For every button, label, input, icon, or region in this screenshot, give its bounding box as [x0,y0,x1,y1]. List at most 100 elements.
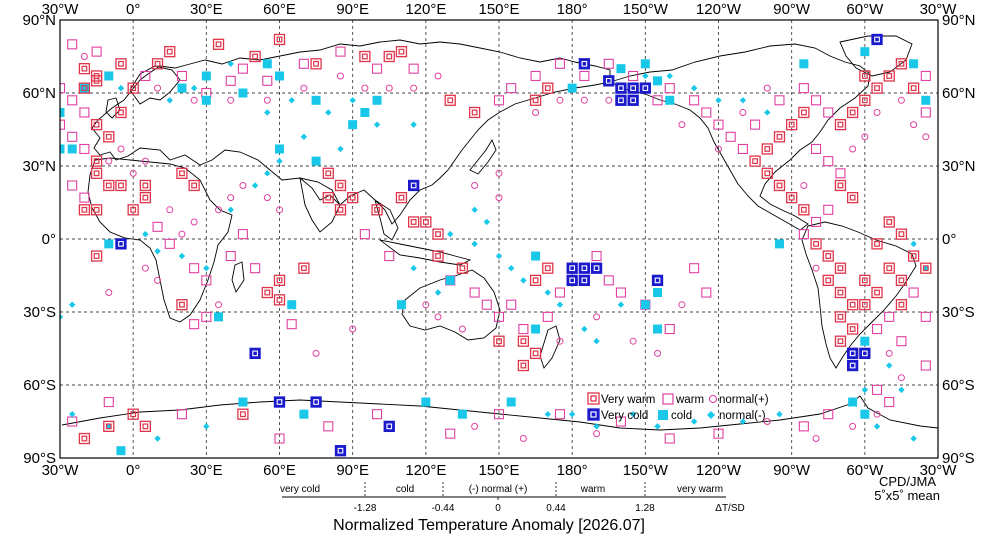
very-warm-marker [517,359,530,372]
warm-marker [323,421,334,432]
normal-neg-marker [203,265,210,272]
very-warm-marker [407,216,420,228]
very-warm-marker-inner [154,60,161,67]
warm-marker [823,107,834,118]
very-warm-marker [115,179,127,192]
very-warm-marker-inner [313,60,319,67]
very-cold-marker-inner [642,85,649,91]
warm-marker [140,70,151,82]
very-warm-marker [395,45,408,58]
cold-marker [567,83,577,93]
very-warm-marker [907,250,920,262]
normal-pos-marker [800,181,808,189]
warm-marker [774,95,785,106]
very-warm-marker-inner [849,326,856,332]
normal-neg-marker [178,252,186,260]
very-warm-marker-inner [788,121,795,128]
warm-marker [920,107,931,118]
normal-neg-marker [520,277,527,284]
right-tick-label: 30°N [942,158,976,175]
figure-title: Normalized Temperature Anomaly [2026.07] [333,517,645,534]
normal-pos-marker [80,53,88,60]
cold-marker [640,59,650,69]
normal-pos-marker [812,264,820,272]
very-warm-marker [517,335,530,347]
very-warm-marker-inner [532,350,539,357]
legend-warm-label: warm [675,394,704,406]
normal-neg-marker [203,423,210,430]
normal-neg-marker [166,97,173,104]
normal-pos-marker [129,169,137,177]
normal-neg-marker [471,206,478,213]
very-warm-marker [749,155,761,167]
bottom-tick-label: 60°E [263,462,296,479]
very-warm-marker [90,75,103,87]
very-warm-marker-inner [837,265,844,272]
legend-normal-neg-label: normal(-) [719,410,766,422]
very-warm-marker-inner [849,301,856,308]
top-tick-label: 30°E [190,1,223,18]
cold-marker [799,59,809,69]
very-cold-marker [273,396,286,408]
cold-marker [201,95,211,105]
normal-neg-marker [764,109,771,116]
warm-marker [920,360,931,371]
very-cold-marker-inner [581,277,588,284]
very-warm-marker-inner [520,362,527,369]
very-warm-marker [883,70,895,82]
left-latitude-labels: 90°N 60°N 30°N 0° 30°S 60°S 90°S [22,12,56,467]
cold-marker [60,144,65,154]
normal-pos-marker [580,96,588,104]
warm-marker [274,433,285,444]
very-warm-marker [859,274,871,287]
very-warm-marker [432,250,444,262]
credit-line-1: CPD/JMA [879,474,936,489]
very-warm-marker [103,420,115,433]
very-warm-marker [834,262,847,274]
normal-pos-marker [556,96,564,104]
normal-neg-marker [776,411,783,418]
very-cold-marker-inner [118,241,124,247]
normal-pos-marker [556,337,564,345]
very-warm-marker-inner [825,253,832,259]
right-tick-label: 60°N [942,85,976,102]
very-warm-marker [310,58,322,70]
left-tick-label: 90°N [22,12,56,29]
very-warm-marker [139,420,152,433]
normal-pos-marker [166,206,174,214]
warm-marker [835,168,846,179]
very-warm-marker-inner [532,277,539,284]
very-warm-marker-inner [532,97,539,104]
normal-pos-marker [495,194,503,202]
warm-marker [79,192,90,203]
bottom-tick-label: 30°W [42,462,80,479]
very-warm-marker-inner [825,277,832,284]
warm-marker [60,119,66,130]
very-cold-marker-inner [252,350,258,357]
warm-marker [201,275,212,286]
top-tick-label: 30°W [920,1,958,18]
normal-neg-marker [288,97,295,104]
very-warm-marker-inner [325,170,332,177]
cold-marker [311,156,321,166]
very-warm-marker [261,286,273,299]
right-latitude-labels: 90°N 60°N 30°N 0° 30°S 60°S 90°S [942,12,976,467]
bottom-tick-label: 120°E [405,462,446,479]
cold-marker [640,300,650,310]
top-tick-label: 150°W [623,1,669,18]
normal-neg-marker [471,240,478,248]
top-tick-label: 30°W [42,1,80,18]
normal-pos-marker [215,301,223,309]
very-warm-marker [90,167,103,179]
warm-marker [871,323,883,335]
normal-neg-marker [154,247,161,255]
very-warm-marker [164,45,176,58]
very-warm-marker-inner [520,338,527,345]
warm-marker [554,58,566,69]
warm-marker [713,119,724,130]
warm-marker [689,263,700,274]
normal-neg-marker [629,411,637,418]
warm-marker [67,131,78,142]
normal-pos-marker [629,337,637,345]
normal-pos-marker [605,96,613,104]
